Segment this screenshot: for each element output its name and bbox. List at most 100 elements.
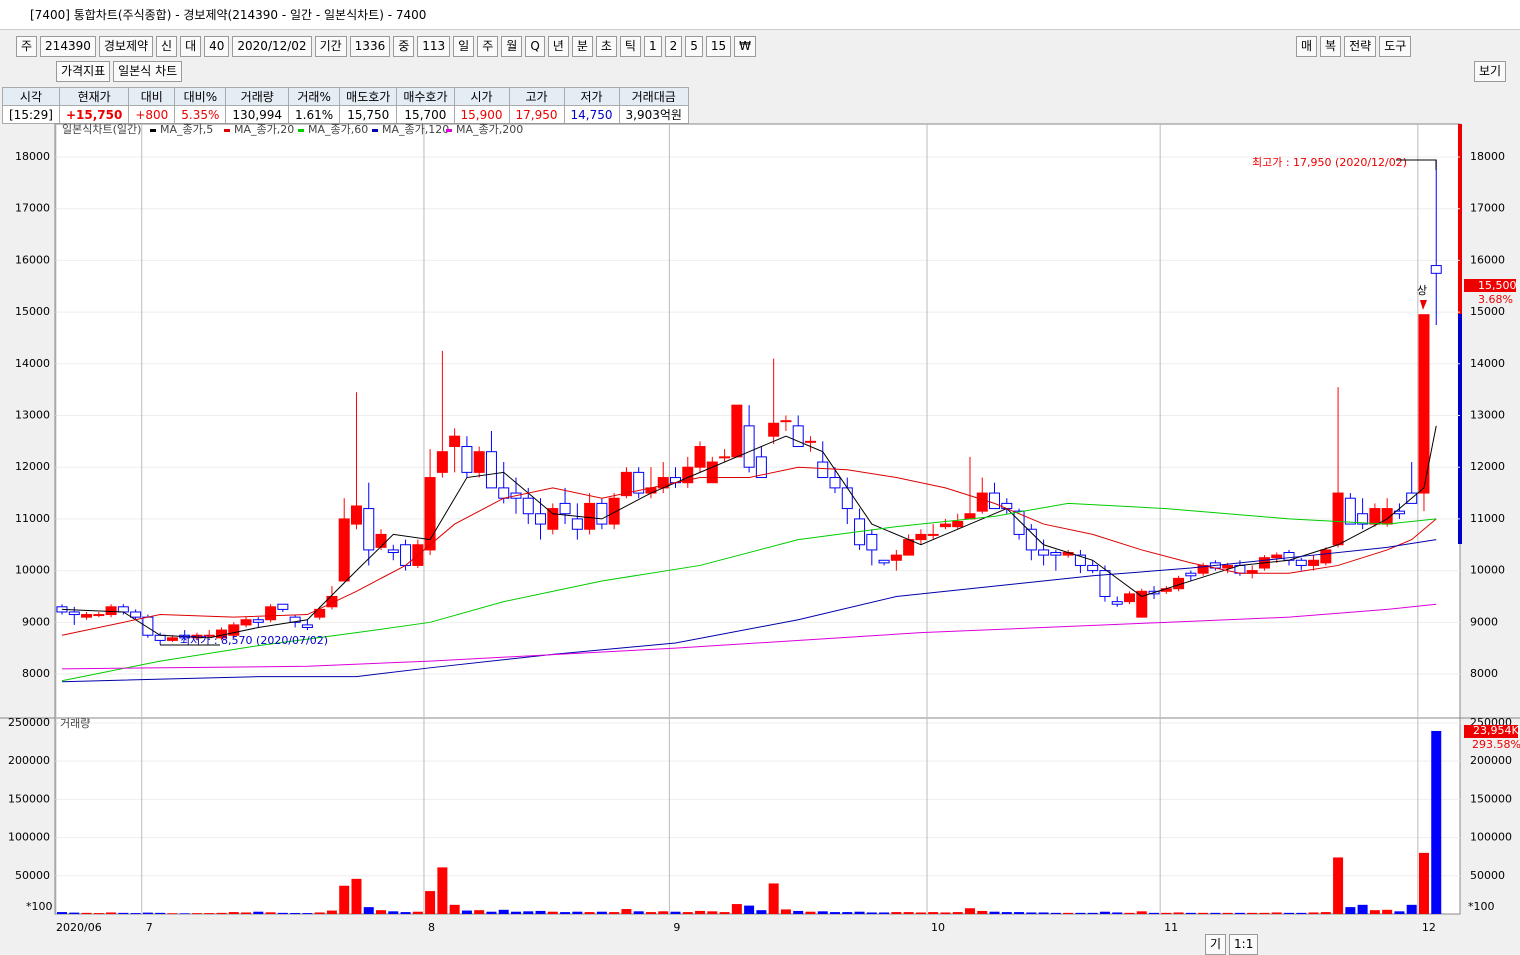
y-tick-label: 10000	[15, 564, 50, 577]
toolbar-button[interactable]: 일본식 차트	[113, 61, 183, 82]
toolbar-button[interactable]: 주	[16, 36, 38, 57]
toolbar-button[interactable]: 대	[180, 36, 202, 57]
candle-body	[56, 606, 68, 613]
volume-bar	[1271, 912, 1282, 914]
volume-bar	[204, 913, 215, 914]
volume-bar	[106, 912, 117, 914]
toolbar-button[interactable]: 주	[477, 36, 499, 57]
candle-body	[289, 616, 301, 623]
toolbar-button[interactable]: 15	[705, 36, 732, 57]
legend-entry: MA_종가,120	[382, 123, 449, 136]
y-tick-label: 250000	[8, 716, 50, 729]
volume-bar	[817, 911, 828, 914]
candle-body	[743, 425, 755, 468]
volume-bar	[596, 911, 607, 914]
toolbar-button[interactable]: 2020/12/02	[232, 36, 312, 57]
toolbar-button[interactable]: 복	[1320, 36, 1342, 57]
toolbar-button[interactable]: 초	[595, 36, 617, 57]
toolbar-button[interactable]: 40	[204, 36, 230, 57]
candle-body	[719, 456, 731, 459]
candle-body	[1393, 510, 1405, 515]
candle-body	[559, 502, 571, 515]
candle-body	[596, 502, 608, 525]
volume-bar	[1087, 912, 1098, 914]
y-tick-label: 100000	[1470, 831, 1512, 844]
ma-line	[61, 466, 1437, 636]
y-tick-label: 50000	[1470, 869, 1505, 882]
y-tick-label: 18000	[15, 150, 50, 163]
toolbar-button[interactable]: 일	[453, 36, 475, 57]
volume-bar	[744, 905, 755, 914]
window-title: [7400] 통합차트(주식종합) - 경보제약(214390 - 일간 - 일…	[30, 8, 427, 22]
candle-body	[535, 513, 547, 525]
volume-bar	[1161, 912, 1172, 914]
candle-body	[1123, 593, 1135, 603]
toolbar-button[interactable]: 신	[156, 36, 178, 57]
candle-body	[1222, 564, 1234, 569]
toolbar-button[interactable]: 113	[417, 36, 451, 57]
toolbar-button[interactable]: 월	[501, 36, 523, 57]
volume-bar	[977, 910, 988, 914]
toolbar-button[interactable]: 전략	[1344, 36, 1377, 57]
y-tick-label: 17000	[15, 202, 50, 215]
candle-body	[841, 487, 853, 510]
candle-body	[1332, 492, 1344, 546]
candle-body	[780, 420, 792, 423]
toolbar-button[interactable]: 기간	[314, 36, 347, 57]
candle-body	[191, 634, 203, 639]
volume-bar	[731, 904, 742, 914]
quote-value: 3,903억원	[618, 105, 689, 124]
toolbar-button[interactable]: 214390	[40, 36, 96, 57]
toolbar-button[interactable]: Q	[525, 36, 545, 57]
toolbar-button[interactable]: ₩	[734, 36, 757, 57]
toolbar-button[interactable]: 1336	[349, 36, 391, 57]
legend-entry: MA_종가,60	[308, 123, 368, 136]
quote-value: 130,994	[225, 105, 290, 124]
toolbar-button[interactable]: 틱	[619, 36, 641, 57]
toolbar-button[interactable]: 매	[1296, 36, 1318, 57]
toolbar-button[interactable]: 중	[393, 36, 415, 57]
toolbar-button[interactable]: 2	[664, 36, 683, 57]
toolbar-button[interactable]: 1	[643, 36, 662, 57]
toolbar-button[interactable]: 5	[685, 36, 703, 57]
volume-bar	[57, 912, 67, 914]
price-tag	[1464, 279, 1516, 292]
volume-bar	[449, 904, 460, 914]
y-tick-label: 8000	[1470, 667, 1498, 680]
candle-body	[326, 595, 338, 608]
quote-value: 15,750	[339, 105, 398, 124]
toolbar-button[interactable]: 분	[571, 36, 593, 57]
toolbar-button[interactable]: 도구	[1379, 36, 1412, 57]
toolbar-button[interactable]: 가격지표	[56, 61, 111, 82]
x-tick-label: 2020/06	[56, 921, 102, 934]
legend-title: 일본식차트(일간)	[62, 122, 141, 136]
toolbar: 가격지표 일본식 차트	[56, 61, 183, 82]
toolbar-button[interactable]: 년	[547, 36, 569, 57]
candle-body	[81, 614, 93, 618]
candle-body	[903, 539, 915, 556]
candle-body	[878, 559, 890, 564]
candle-body	[449, 435, 461, 448]
volume-bar	[658, 911, 669, 914]
toolbar: 주 214390 경보제약 신 대 40 2020/12/02 기간 1336 중 113 일 주 월 Q 년…	[16, 36, 757, 57]
volume-bar	[400, 912, 411, 914]
toolbar-button[interactable]: 경보제약	[98, 36, 154, 57]
quote-value: 15,900	[453, 105, 510, 124]
toolbar-button[interactable]: 보기	[1474, 61, 1507, 82]
candle-body	[117, 606, 129, 613]
toolbar-button[interactable]: 1:1	[1229, 934, 1259, 955]
quote-header: 거래량	[225, 87, 290, 106]
volume-bar	[142, 912, 153, 914]
candle-body	[1062, 552, 1074, 556]
quote-value: [15:29]	[2, 105, 60, 124]
annotation-arrow	[1396, 159, 1437, 170]
candle-body	[866, 533, 878, 551]
volume-bar	[1259, 912, 1270, 914]
ma-line	[61, 539, 1437, 683]
candle-body	[1197, 564, 1209, 574]
candle-body	[485, 451, 497, 489]
candle-body	[68, 611, 80, 616]
quote-value: 1.61%	[288, 105, 341, 124]
quote-header: 대비%	[174, 87, 227, 106]
volume-bar	[523, 911, 534, 914]
